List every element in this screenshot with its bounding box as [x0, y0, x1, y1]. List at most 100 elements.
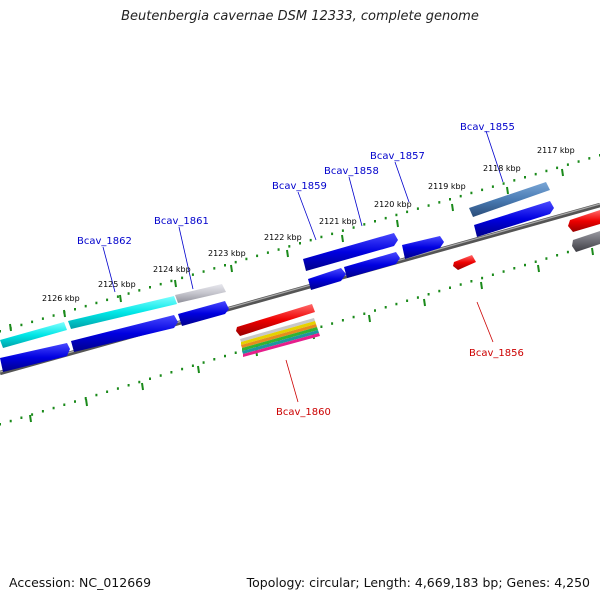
gene-cyan-1[interactable] — [0, 322, 67, 348]
gene-steel[interactable] — [469, 182, 550, 217]
inner-track-dot — [224, 354, 226, 358]
outer-track-dot — [277, 248, 280, 251]
outer-track-dot — [116, 295, 119, 298]
gene-blue-1[interactable] — [0, 343, 70, 372]
outer-track-dot — [470, 191, 473, 195]
outer-track-dot — [416, 207, 419, 210]
tick-label-2118: 2118 kbp — [483, 164, 521, 173]
major-tick — [141, 382, 144, 391]
outer-track-dot — [577, 160, 580, 163]
outer-track-dot — [320, 235, 323, 239]
inner-track-dot — [384, 306, 387, 309]
gene-label-bcav-1859[interactable]: Bcav_1859 — [272, 181, 327, 192]
inner-track-dot — [566, 250, 569, 254]
outer-track-dot — [363, 223, 366, 226]
inner-track-dot — [159, 374, 162, 377]
major-tick — [286, 249, 289, 258]
tick-label-2121: 2121 kbp — [319, 217, 357, 226]
gene-label-bcav-1856[interactable]: Bcav_1856 — [469, 348, 524, 359]
outer-track-dot — [138, 289, 141, 292]
gene-red-1856[interactable] — [453, 255, 476, 270]
major-tick — [423, 298, 426, 307]
gene-label-bcav-1860[interactable]: Bcav_1860 — [276, 407, 331, 418]
inner-track-dot — [545, 257, 548, 260]
outer-track-dot — [566, 163, 569, 166]
inner-track-dot — [234, 351, 237, 354]
rna-band-magenta[interactable] — [243, 333, 320, 357]
outer-track-dot — [41, 317, 44, 320]
major-tick — [561, 168, 564, 177]
rna-band-gray[interactable] — [240, 318, 315, 342]
outer-track-dot — [459, 194, 462, 198]
inner-track-dot — [191, 364, 194, 367]
gene-red-right[interactable] — [568, 210, 600, 232]
tick-label-2120: 2120 kbp — [374, 200, 412, 209]
inner-track-dot — [74, 400, 76, 403]
outer-track-dot — [341, 229, 344, 232]
inner-track-dot — [459, 283, 462, 286]
gene-blue-3[interactable] — [178, 301, 229, 326]
major-tick — [537, 264, 540, 273]
inner-track-dot — [63, 403, 66, 406]
gene-blue-7[interactable] — [402, 236, 444, 259]
outer-track-dot — [395, 213, 398, 217]
inner-track-dot — [481, 276, 484, 280]
major-tick — [368, 314, 371, 323]
outer-track-dot — [266, 251, 269, 254]
outer-track-dot — [502, 182, 505, 185]
outer-track-dot — [556, 166, 559, 170]
inner-track-dot — [84, 397, 87, 400]
tick-label-2124: 2124 kbp — [153, 265, 191, 274]
outer-track-dot — [31, 320, 34, 324]
gene-label-bcav-1857[interactable]: Bcav_1857 — [370, 151, 425, 162]
inner-track-dot — [213, 358, 216, 361]
gene-blue-6[interactable] — [344, 252, 400, 278]
label-leaders — [102, 130, 504, 403]
gene-labels: Bcav_1855 Bcav_1857 Bcav_1858 Bcav_1859 … — [77, 122, 524, 418]
inner-track-dot — [95, 393, 98, 397]
rna-band-yellow[interactable] — [241, 321, 316, 345]
inner-track-dot — [416, 296, 419, 299]
outer-track-dot — [309, 238, 312, 242]
major-tick — [119, 294, 122, 303]
gene-blue-5[interactable] — [308, 268, 346, 290]
gene-blue-4[interactable] — [303, 233, 398, 271]
outer-tick-track — [0, 154, 600, 333]
gene-label-bcav-1858[interactable]: Bcav_1858 — [324, 166, 379, 177]
gene-darkgray-right[interactable] — [572, 231, 600, 252]
gene-cyan-2[interactable] — [68, 296, 177, 329]
outer-track-dot — [191, 273, 194, 276]
inner-track-dot — [524, 263, 526, 267]
inner-track-dot — [395, 302, 398, 306]
outer-track-dot — [95, 301, 98, 305]
outer-track-dot — [438, 201, 441, 204]
major-tick — [174, 279, 177, 288]
gene-label-bcav-1855[interactable]: Bcav_1855 — [460, 122, 515, 133]
gene-blue-2[interactable] — [71, 315, 178, 352]
rna-band-green[interactable] — [242, 327, 318, 351]
gene-red-1860[interactable] — [236, 304, 315, 336]
inner-track-dot — [106, 390, 109, 393]
outer-track-dot — [52, 314, 55, 317]
outer-track-dot — [374, 220, 376, 223]
gene-blue-8[interactable] — [474, 201, 554, 237]
rna-band-orange[interactable] — [241, 324, 317, 348]
outer-track-dot — [491, 185, 494, 188]
gene-label-bcav-1862[interactable]: Bcav_1862 — [77, 236, 132, 247]
rna-band-teal[interactable] — [242, 330, 319, 354]
gene-gray-light[interactable] — [175, 284, 226, 303]
tick-labels: 2117 kbp 2118 kbp 2119 kbp 2120 kbp 2121… — [42, 146, 575, 303]
inner-track-dot — [363, 312, 366, 315]
outer-track-dot — [224, 264, 226, 267]
gene-label-bcav-1861[interactable]: Bcav_1861 — [154, 216, 209, 227]
inner-track-dot — [41, 410, 44, 413]
major-tick — [197, 365, 200, 374]
outer-track-dot — [427, 204, 430, 207]
major-tick — [85, 398, 88, 407]
outer-track-dot — [352, 226, 355, 229]
outer-track-dot — [127, 292, 130, 295]
major-tick — [396, 219, 399, 228]
tick-label-2125: 2125 kbp — [98, 280, 136, 289]
outer-track-dot — [20, 323, 23, 327]
inner-track-dot — [52, 406, 55, 410]
